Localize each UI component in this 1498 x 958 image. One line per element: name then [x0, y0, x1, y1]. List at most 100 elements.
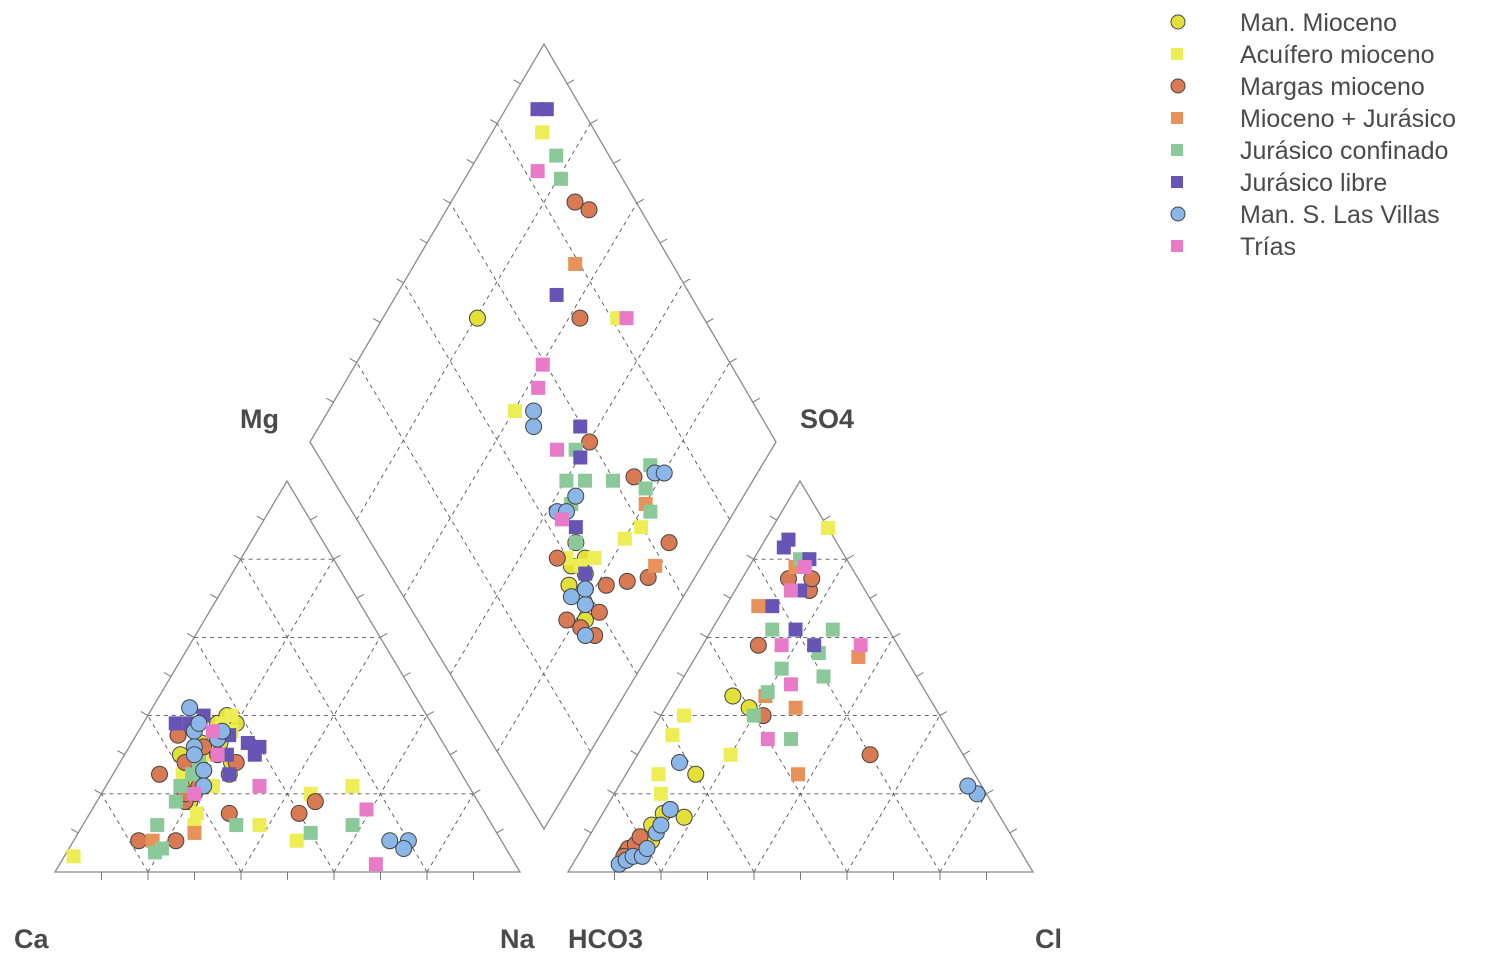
diamond-point — [535, 357, 550, 372]
legend-item: Man. S. Las Villas — [1170, 201, 1440, 229]
cation-point — [289, 833, 304, 848]
diamond-point — [573, 450, 588, 465]
anion-triangle-tick — [823, 515, 831, 521]
diamond-point — [576, 627, 594, 644]
anion-triangle-tick — [916, 672, 924, 677]
anion-point — [749, 636, 767, 654]
cation-point — [168, 716, 183, 731]
diamond-tick — [752, 397, 761, 403]
anion-point — [797, 560, 812, 575]
anion-triangle-tick — [939, 711, 948, 717]
diamond-tick — [706, 318, 714, 324]
cation-triangle-tick — [163, 672, 172, 677]
diamond-tick — [659, 238, 668, 244]
cation-triangle-tick — [70, 828, 79, 834]
anion-point — [783, 583, 798, 598]
anion-point — [723, 747, 738, 762]
anion-point — [774, 638, 789, 653]
legend-item: Trías — [1171, 233, 1296, 261]
cation-triangle-tick — [210, 593, 218, 599]
anion-point — [751, 599, 766, 614]
anion-point — [820, 520, 835, 535]
diamond-point — [567, 487, 585, 505]
diamond-point — [550, 442, 564, 457]
cation-point — [150, 818, 165, 833]
cation-point — [130, 832, 148, 850]
diamond-tick — [613, 158, 621, 164]
legend-item: Jurásico confinado — [1171, 137, 1448, 165]
cation-triangle-tick — [356, 593, 365, 599]
diamond-point — [562, 588, 580, 606]
legend-label: Acuífero mioceno — [1240, 41, 1435, 69]
cation-point — [290, 804, 308, 822]
legend-item: Margas mioceno — [1170, 73, 1425, 101]
cation-point — [187, 825, 202, 840]
anion-triangle-tick — [746, 554, 754, 560]
anion-triangle-grid-line — [939, 793, 987, 873]
anion-point — [788, 700, 803, 715]
diamond-tick — [729, 357, 737, 363]
diamond-point — [568, 535, 583, 550]
anion-triangle-tick — [699, 632, 708, 638]
cation-point — [381, 832, 399, 850]
anion-point — [760, 732, 775, 747]
diamond-point — [573, 419, 588, 434]
tick-layer — [70, 79, 1017, 880]
cation-point — [359, 802, 374, 817]
cation-point — [252, 818, 267, 833]
anion-triangle-grid-line — [753, 637, 894, 873]
diamond-grid-line — [450, 202, 684, 598]
cation-point — [395, 840, 413, 858]
diamond-tick — [636, 198, 645, 204]
cation-triangle-grid-line — [193, 637, 335, 873]
legend-label: Mioceno + Jurásico — [1240, 105, 1456, 133]
cation-point — [306, 793, 324, 811]
legend-item: Acuífero mioceno — [1171, 41, 1435, 69]
anion-point — [765, 622, 780, 637]
cation-point — [345, 778, 360, 793]
anion-triangle-tick — [653, 711, 662, 717]
diamond-point — [625, 468, 643, 486]
anion-point — [687, 765, 705, 783]
diamond-point — [525, 418, 543, 436]
cation-triangle-frame — [53, 479, 522, 873]
diamond-point — [525, 402, 543, 420]
anion-triangle-tick — [986, 789, 994, 795]
diamond-point — [590, 603, 608, 621]
diamond-tick — [326, 397, 334, 403]
axis-label-ca: Ca — [14, 924, 49, 954]
cation-point — [66, 849, 81, 864]
cation-point — [173, 778, 188, 793]
point-layer — [66, 102, 986, 873]
legend-marker — [1170, 206, 1186, 222]
anion-point — [816, 669, 831, 684]
diamond-point — [507, 404, 522, 419]
diamond-point — [558, 611, 576, 629]
legend-marker — [1171, 176, 1183, 188]
diamond-point — [648, 558, 663, 573]
anion-triangle-tick — [607, 789, 615, 795]
legend-marker — [1171, 240, 1183, 252]
cation-triangle-tick — [379, 632, 388, 638]
cation-point — [252, 778, 267, 793]
diamond-point — [581, 433, 599, 451]
anion-point — [670, 754, 688, 772]
axis-label-mg: Mg — [240, 404, 279, 434]
anion-triangle-tick — [583, 828, 592, 834]
cation-triangle-tick — [449, 750, 458, 756]
legend-label: Man. S. Las Villas — [1240, 201, 1440, 229]
anion-triangle-tick — [676, 672, 685, 677]
cation-point — [210, 747, 225, 762]
cation-triangle-grid-line — [101, 793, 149, 873]
axis-label-cl: Cl — [1035, 924, 1062, 954]
diamond-point — [549, 148, 564, 163]
legend-marker — [1171, 112, 1183, 124]
legend-label: Jurásico libre — [1240, 169, 1387, 197]
diamond-tick — [590, 119, 598, 125]
anion-triangle-tick — [723, 593, 731, 599]
anion-point — [760, 685, 775, 700]
cation-point — [247, 747, 262, 762]
diamond-point — [468, 309, 486, 327]
anion-triangle-frame — [566, 479, 1035, 873]
anion-triangle-tick — [769, 515, 778, 521]
